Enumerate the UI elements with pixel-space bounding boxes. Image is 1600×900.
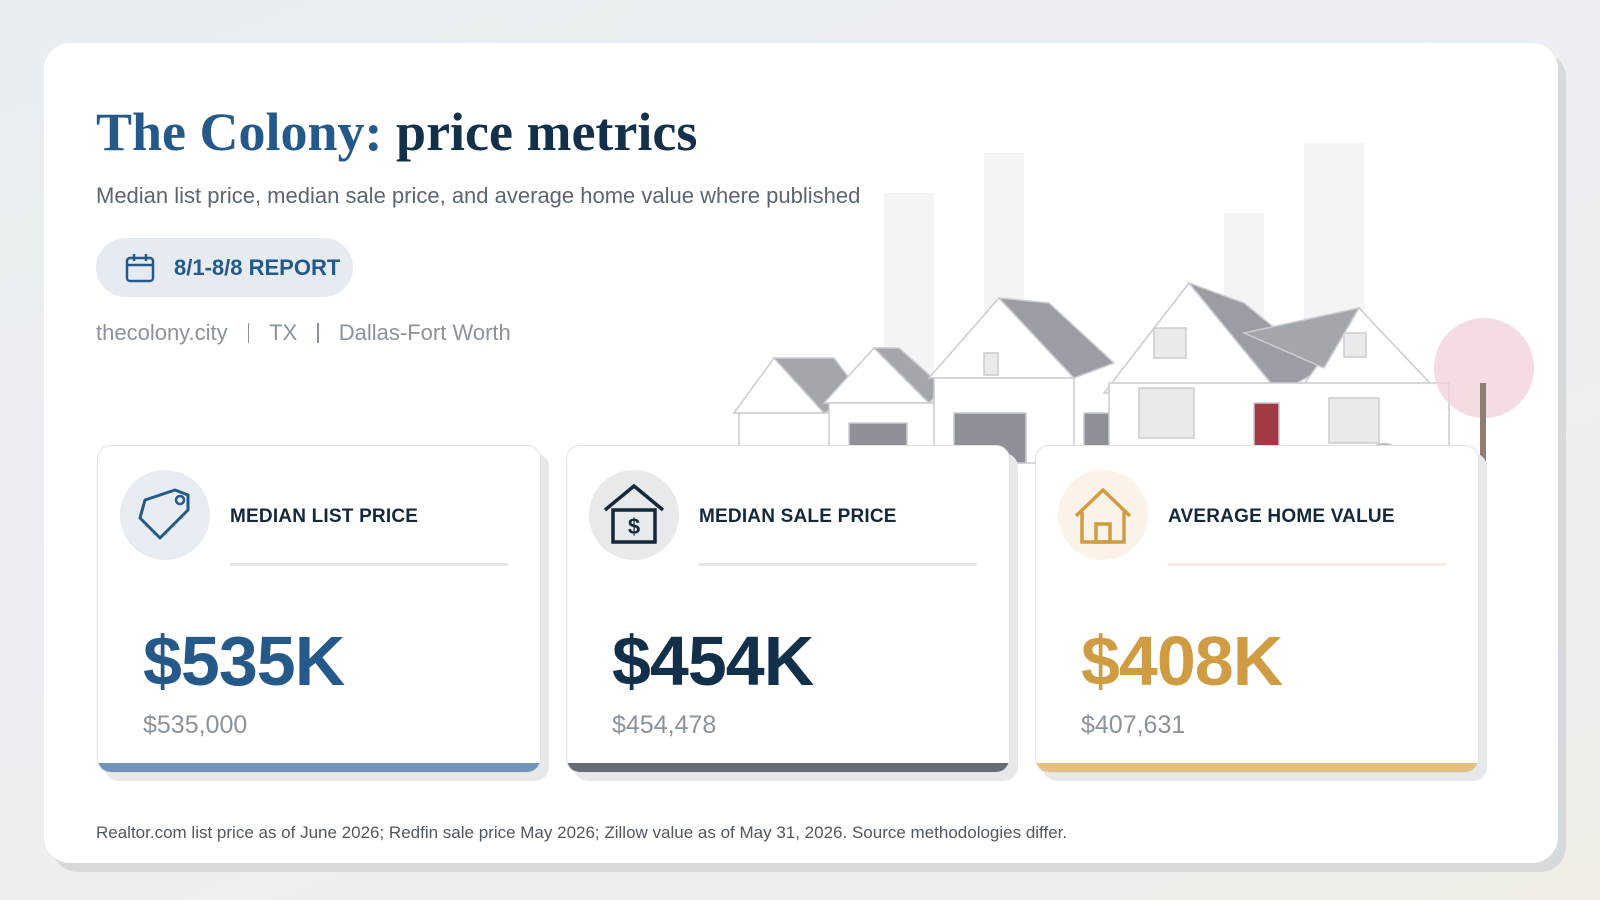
metric-label: MEDIAN SALE PRICE <box>699 506 897 527</box>
divider <box>699 563 977 566</box>
meta-item: TX <box>269 320 298 345</box>
icon-circle <box>120 470 210 560</box>
metric-icon: $ <box>603 483 665 544</box>
metric-icon <box>1074 487 1132 544</box>
accent-bar <box>98 763 540 772</box>
metric-exact: $535,000 <box>143 711 248 739</box>
separator <box>317 323 319 343</box>
metric-icon <box>138 488 190 540</box>
calendar-icon <box>125 253 155 282</box>
metric-label: MEDIAN LIST PRICE <box>230 506 419 527</box>
subtitle: Median list price, median sale price, an… <box>96 183 861 208</box>
metric-value: $408K <box>1081 622 1283 700</box>
divider <box>230 563 508 566</box>
metric-exact: $407,631 <box>1081 711 1186 739</box>
meta-item: Dallas-Fort Worth <box>338 320 511 345</box>
report-badge: 8/1-8/8 REPORT <box>96 238 353 297</box>
metric-label: AVERAGE HOME VALUE <box>1168 506 1395 527</box>
house-illustration <box>732 143 1534 468</box>
title-place: The Colony: <box>96 102 383 162</box>
metric-card: MEDIAN LIST PRICE $535K $535,000 <box>97 445 541 773</box>
accent-bar <box>1036 763 1478 772</box>
metric-exact: $454,478 <box>612 711 717 739</box>
footnote: Realtor.com list price as of June 2026; … <box>96 823 1068 842</box>
badge-text: 8/1-8/8 REPORT <box>174 254 341 280</box>
panel: The Colony: price metrics Median list pr… <box>44 43 1558 863</box>
title-rest: price metrics <box>396 102 698 162</box>
title: The Colony: price metrics <box>96 101 697 163</box>
metric-value: $454K <box>612 622 814 700</box>
accent-bar <box>567 763 1009 772</box>
separator <box>247 323 250 343</box>
icon-circle <box>1058 470 1148 560</box>
icon-circle: $ <box>589 470 679 560</box>
meta-item: thecolony.city <box>96 320 228 345</box>
metric-card: $ MEDIAN SALE PRICE $454K $454,478 <box>566 445 1010 773</box>
metric-value: $535K <box>143 622 345 700</box>
meta-line: thecolony.city TX Dallas-Fort Worth <box>96 320 511 346</box>
metric-card: AVERAGE HOME VALUE $408K $407,631 <box>1035 445 1479 773</box>
divider <box>1168 563 1446 566</box>
svg-text:$: $ <box>628 514 640 539</box>
